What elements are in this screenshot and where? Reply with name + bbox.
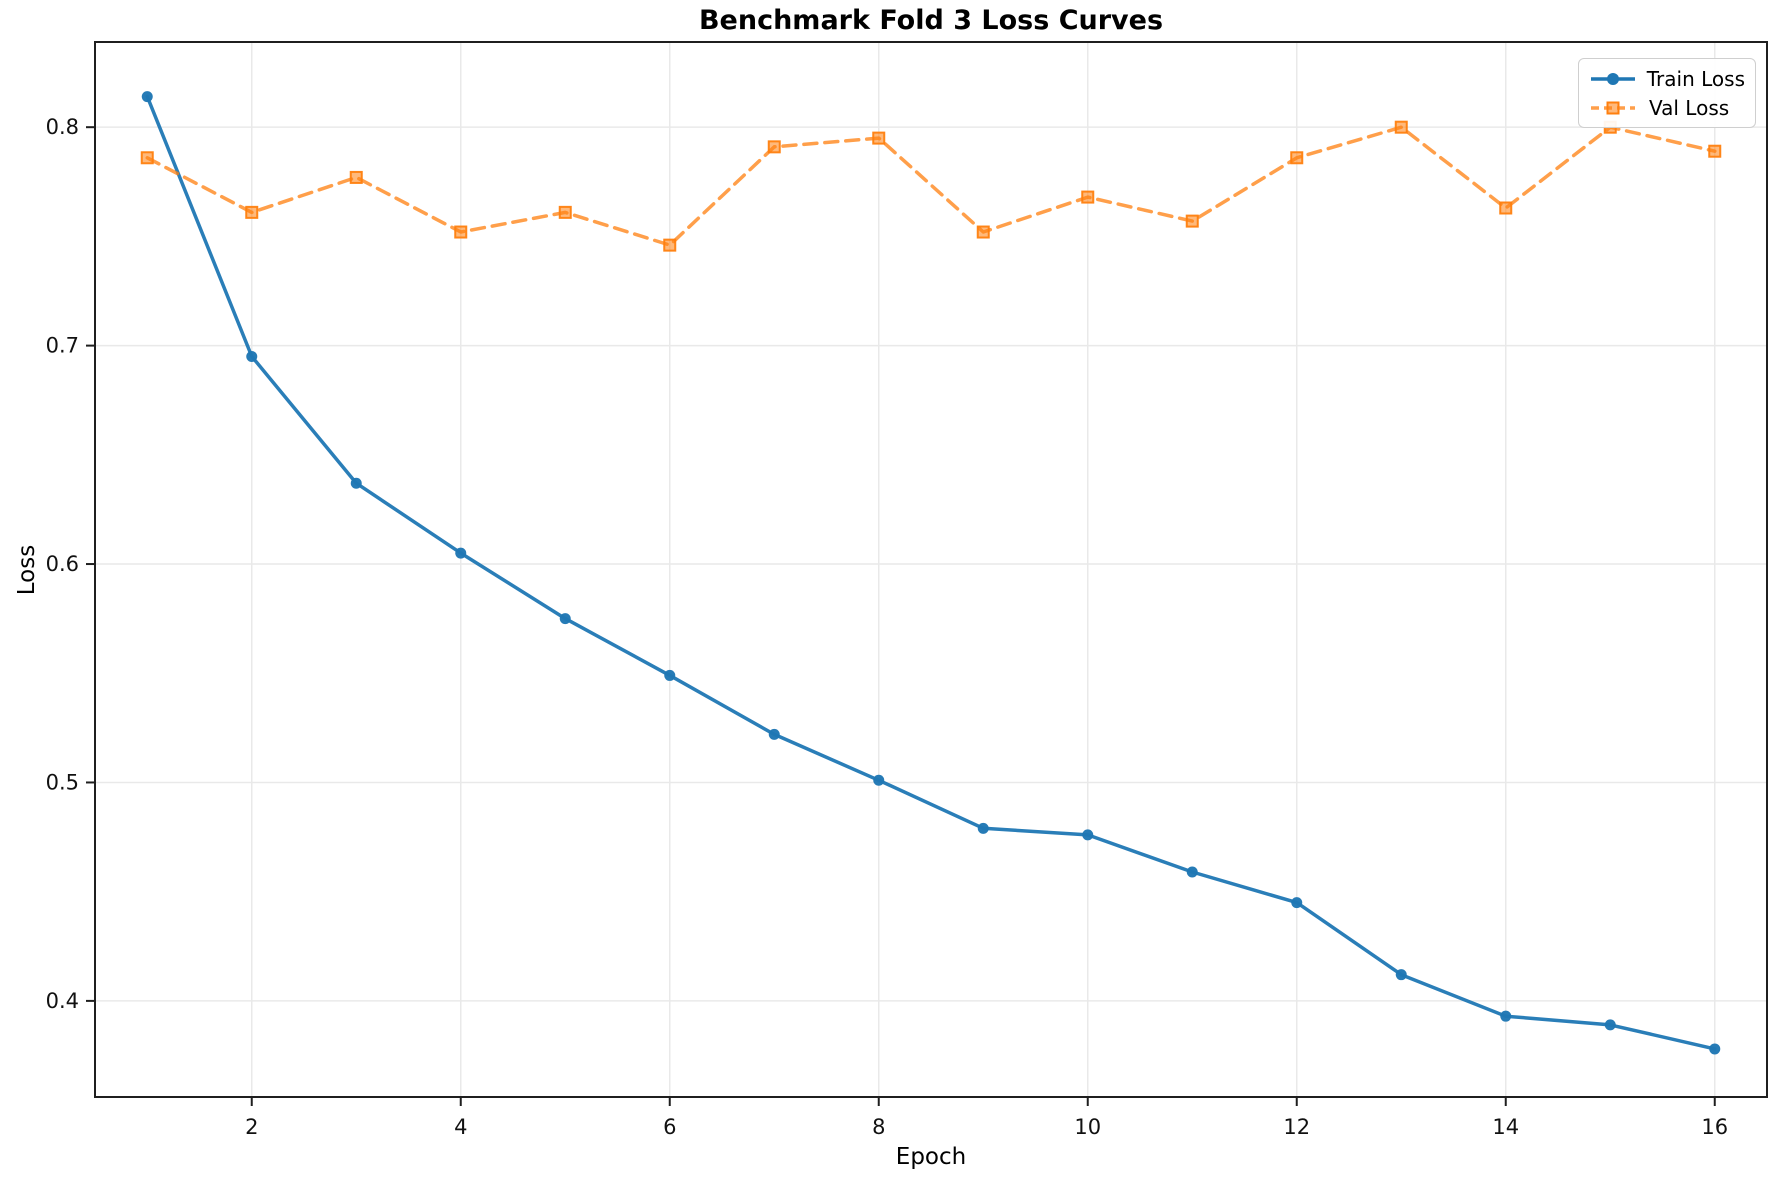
val-loss-marker [245,205,259,219]
val-loss-marker [1185,214,1199,228]
val-loss-marker [976,225,990,239]
val-loss-marker [767,140,781,154]
train-loss-marker [1709,1043,1721,1055]
train-loss-marker [1395,969,1407,981]
train-loss-marker [1082,829,1094,841]
legend-label-train-loss: Train Loss [1646,66,1745,91]
x-tick-label: 2 [245,1115,258,1139]
val-loss-marker [1394,120,1408,134]
train-loss-marker [1500,1010,1512,1022]
train-loss-marker [768,728,780,740]
train-loss-marker [559,613,571,625]
y-tick-label: 0.6 [46,552,79,576]
train-loss-marker [1186,866,1198,878]
train-loss-marker [141,91,153,103]
train-loss-marker [873,774,885,786]
val-loss-marker [1290,151,1304,165]
x-tick-label: 12 [1283,1115,1310,1139]
train-loss-marker [977,822,989,834]
x-tick-label: 14 [1492,1115,1519,1139]
train-loss-marker [246,351,258,363]
train-loss-marker [455,547,467,559]
x-tick-label: 8 [872,1115,885,1139]
train-loss-line-icon [1591,72,1635,85]
val-loss-marker [1081,190,1095,204]
val-loss-line-icon [1591,101,1635,114]
chart-title: Benchmark Fold 3 Loss Curves [698,5,1164,36]
val-loss-marker [454,225,468,239]
val-loss-marker [1499,201,1513,215]
val-loss-marker [349,170,363,184]
train-loss-marker [1604,1019,1616,1031]
train-loss-marker [1291,897,1303,909]
x-axis-label: Epoch [895,1144,967,1170]
train-loss-marker [350,477,362,489]
legend-item-val-loss: Val Loss [1588,95,1745,120]
x-tick-label: 10 [1074,1115,1101,1139]
y-tick-label: 0.5 [46,770,79,794]
y-tick-label: 0.4 [46,989,79,1013]
legend-item-train-loss: Train Loss [1588,66,1745,91]
val-loss-line [145,125,1717,247]
train-loss-line [145,94,1717,1051]
x-tick-label: 6 [663,1115,676,1139]
legend: Train Loss Val Loss [1578,58,1756,128]
val-loss-marker [140,151,154,165]
x-tick-label: 4 [454,1115,467,1139]
val-loss-marker [1708,144,1722,158]
legend-label-val-loss: Val Loss [1649,95,1730,120]
y-tick-label: 0.7 [46,334,79,358]
y-tick-label: 0.8 [46,115,79,139]
val-loss-marker [558,205,572,219]
val-loss-marker [663,238,677,252]
val-loss-marker [872,131,886,145]
y-axis-label: Loss [14,544,40,596]
x-tick-label: 16 [1701,1115,1728,1139]
train-loss-marker [664,669,676,681]
axes-spines [94,41,1768,1098]
